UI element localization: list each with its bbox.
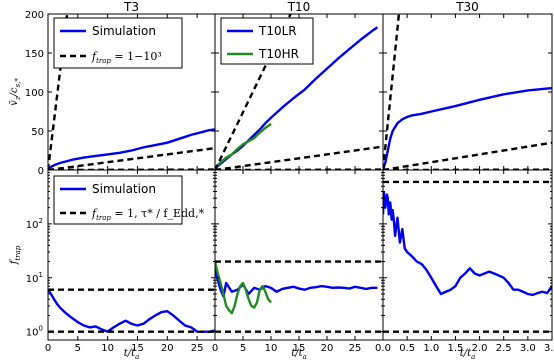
axes-frame xyxy=(214,169,384,341)
x-tick-label: 2.5 xyxy=(496,343,512,354)
panel-title: T3 xyxy=(123,0,139,14)
series-line-0 xyxy=(48,289,215,333)
model-line-1 xyxy=(48,146,215,170)
x-tick-label: 0 xyxy=(45,343,51,354)
x-tick-label: 5 xyxy=(240,343,246,354)
x-tick-label: 20 xyxy=(161,343,174,354)
x-tick-label: 5 xyxy=(75,343,81,354)
x-tick-label: 0.0 xyxy=(375,343,391,354)
series-group xyxy=(383,14,552,170)
x-tick-label: 2.0 xyxy=(472,343,488,354)
y-tick-label: 101 xyxy=(26,271,43,285)
y-axis-label: ftrap xyxy=(9,245,22,265)
panel-t10_bottom: 0 5 10 15 20 25 t/ta xyxy=(212,169,384,361)
model-line-2 xyxy=(215,145,383,170)
y-tick-label: 0 xyxy=(38,166,44,177)
legend-box xyxy=(220,17,314,65)
legend: Simulation ftrap = 1, τ* / f_Edd,* xyxy=(53,175,205,225)
panel-t30_top: T30 xyxy=(382,0,553,171)
x-tick-label: 10 xyxy=(265,343,278,354)
x-tick-label: 20 xyxy=(321,343,334,354)
x-tick-label: 15 xyxy=(293,343,306,354)
legend-label: ftrap = 1, τ* / f_Edd,* xyxy=(91,207,205,222)
x-tick-label: 0.5 xyxy=(399,343,415,354)
series-line-0 xyxy=(215,268,378,298)
model-line-2 xyxy=(383,14,401,170)
y-tick-label: 150 xyxy=(25,49,44,60)
panel-t30_bottom: 0.0 0.5 1.0 1.5 2.0 2.5 3.0 3.5 t/ta xyxy=(375,169,554,361)
x-tick-label: 3.5 xyxy=(544,343,554,354)
legend-label: T10LR xyxy=(258,24,297,38)
x-axis-label: t/ta xyxy=(460,348,476,361)
legend: Simulation ftrap = 1−10³ xyxy=(53,17,183,69)
x-tick-label: 25 xyxy=(349,343,362,354)
x-tick-label: 25 xyxy=(191,343,204,354)
legend-box xyxy=(53,175,183,225)
legend: T10LR T10HR xyxy=(220,17,314,65)
x-tick-label: 3.0 xyxy=(520,343,536,354)
panel-t3_bottom: 0 5 10 15 20 25 100 101 102 t/ta ftrap Simulation ft… xyxy=(9,169,216,361)
panel-t10_top: T10 T10LR T10HR xyxy=(214,0,384,171)
legend-label: T10HR xyxy=(258,47,299,61)
series-line-0 xyxy=(383,191,552,297)
series-line-0 xyxy=(48,128,215,170)
axes-frame xyxy=(382,169,553,341)
legend-label: Simulation xyxy=(92,24,156,38)
y-tick-label: 102 xyxy=(26,217,43,231)
x-tick-label: 1.5 xyxy=(447,343,463,354)
y-tick-label: 200 xyxy=(25,10,44,21)
y-tick-label: 50 xyxy=(31,127,44,138)
panel-t3_top: 0 50 100 150 200 T3 v̄z/cs,* Simulation ftrap = … xyxy=(9,0,216,177)
series-group xyxy=(383,180,552,333)
x-tick-label: 10 xyxy=(101,343,114,354)
y-axis-label: v̄z/cs,* xyxy=(9,78,22,106)
y-tick-label: 100 xyxy=(26,325,43,339)
x-tick-label: 1.0 xyxy=(423,343,439,354)
x-tick-label: 0 xyxy=(212,343,218,354)
y-tick-label: 100 xyxy=(25,88,44,99)
series-group xyxy=(48,288,215,333)
legend-box xyxy=(53,17,183,69)
x-axis-label: t/ta xyxy=(291,348,307,361)
panel-title: T30 xyxy=(455,0,479,14)
series-line-0 xyxy=(383,86,552,170)
series-line-1 xyxy=(215,261,272,315)
legend-label: Simulation xyxy=(92,182,156,196)
x-axis-label: t/ta xyxy=(124,348,140,361)
panel-title: T10 xyxy=(287,0,311,14)
x-tick-label: 15 xyxy=(131,343,144,354)
series-line-1 xyxy=(215,122,272,170)
model-line-1 xyxy=(383,141,552,170)
series-group xyxy=(215,260,383,333)
legend-label: ftrap = 1−10³ xyxy=(91,50,162,65)
